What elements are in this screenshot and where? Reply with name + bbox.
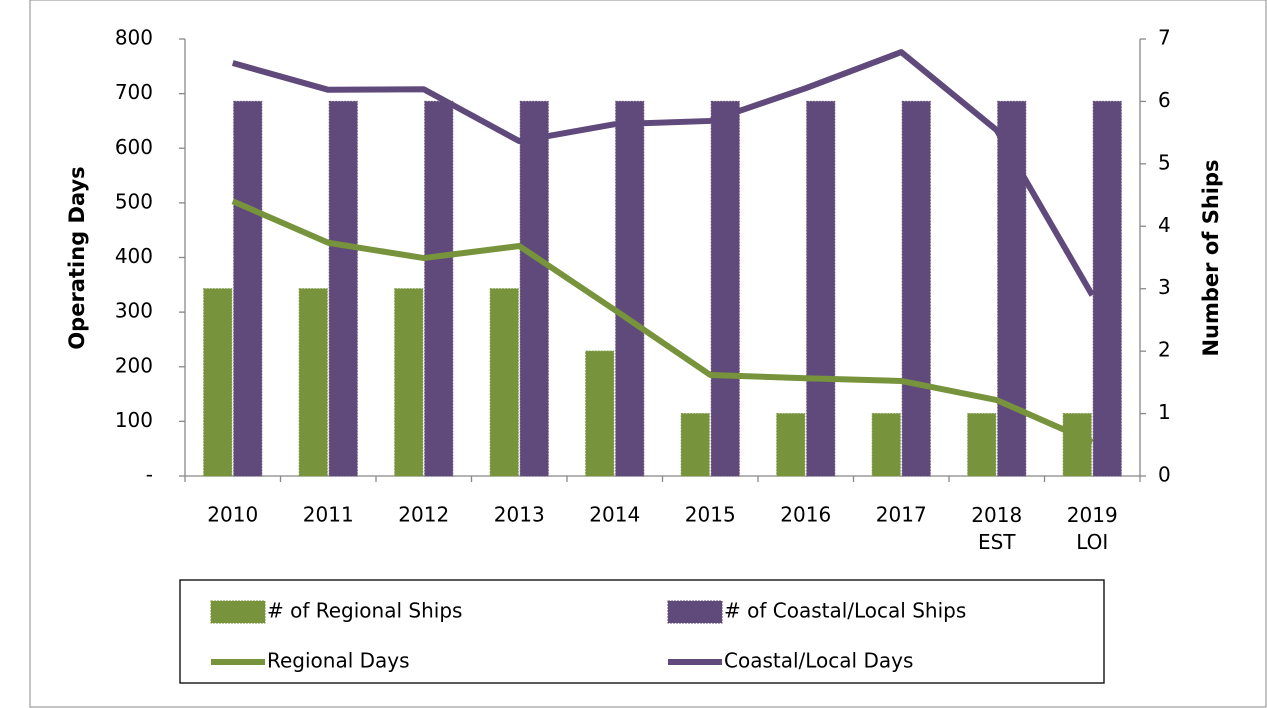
chart-frame (29, 0, 1267, 708)
legend-swatch (210, 600, 266, 624)
x-tick-label: 2013 (494, 503, 545, 527)
y-tick-label: 100 (115, 408, 153, 432)
bar (489, 288, 519, 477)
bar (203, 288, 233, 477)
y2-tick-label: 6 (1158, 88, 1171, 112)
bar (1092, 100, 1122, 477)
y2-tick-label: 2 (1158, 338, 1171, 362)
bar (901, 100, 931, 477)
line (231, 198, 1094, 445)
bar (1062, 413, 1092, 477)
x-tick-label: 2015 (685, 503, 736, 527)
bar (871, 413, 901, 477)
y-tick-label: 800 (115, 26, 153, 50)
bar (806, 100, 836, 477)
x-tick-label: 2010 (207, 503, 258, 527)
bar (298, 288, 328, 477)
y-tick-label: 400 (115, 244, 153, 268)
bar (615, 100, 645, 477)
x-tick-label: 2016 (780, 503, 831, 527)
x-tick-label: 2012 (398, 503, 449, 527)
x-tick-label: 2014 (589, 503, 640, 527)
bar (710, 100, 740, 477)
bar (680, 413, 710, 477)
legend-label: Regional Days (267, 649, 410, 673)
bar (233, 100, 263, 477)
y-tick-label: 300 (115, 299, 153, 323)
y2-tick-label: 0 (1158, 463, 1171, 487)
legend-swatch (667, 600, 723, 624)
legend-label: # of Coastal/Local Ships (724, 599, 966, 623)
y2-tick-label: 5 (1158, 150, 1171, 174)
y2-tick-label: 1 (1158, 400, 1171, 424)
bar (328, 100, 358, 477)
legend-box (179, 579, 1105, 684)
x-tick-label: 2017 (876, 503, 927, 527)
x-tick-label: 2019 LOI (1067, 503, 1118, 554)
y-tick-label: 600 (115, 135, 153, 159)
bar (776, 413, 806, 477)
y-tick-label: 500 (115, 189, 153, 213)
legend-label: # of Regional Ships (267, 599, 462, 623)
y-axis-title: Operating Days (65, 166, 89, 349)
bar (585, 350, 615, 477)
y2-tick-label: 4 (1158, 213, 1171, 237)
y2-tick-label: 3 (1158, 275, 1171, 299)
x-tick-label: 2011 (303, 503, 354, 527)
y-tick-label: - (146, 463, 153, 487)
bar (967, 413, 997, 477)
bar (394, 288, 424, 477)
legend-label: Coastal/Local Days (724, 649, 913, 673)
bar (424, 100, 454, 477)
line (231, 49, 1095, 297)
y2-tick-label: 7 (1158, 26, 1171, 50)
bar (519, 100, 549, 477)
x-tick-label: 2018 EST (971, 503, 1022, 554)
y-tick-label: 200 (115, 353, 153, 377)
y2-axis-title: Number of Ships (1199, 159, 1223, 356)
y-tick-label: 700 (115, 80, 153, 104)
